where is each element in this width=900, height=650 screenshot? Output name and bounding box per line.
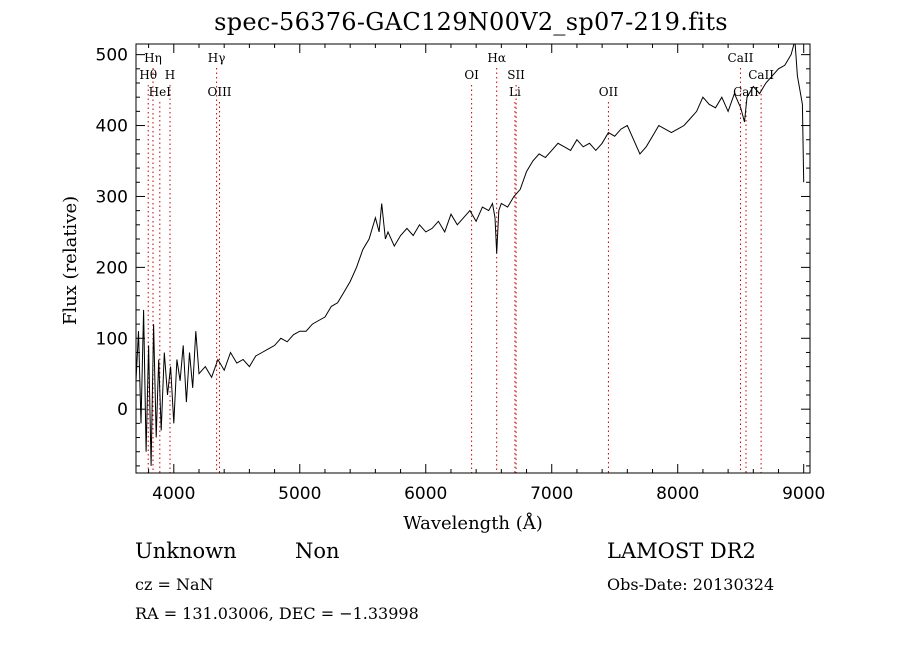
x-tick-label-3: 7000 [530, 484, 573, 504]
redshift-readout: cz = NaN [135, 575, 214, 594]
y-tick-label-1: 100 [96, 329, 128, 349]
x-tick-label-2: 6000 [404, 484, 447, 504]
observation-date: Obs-Date: 20130324 [607, 575, 775, 594]
spectrum-line [136, 44, 805, 466]
line-label-6: OI [464, 68, 479, 82]
line-label-4: Hγ [208, 51, 226, 65]
x-tick-label-1: 5000 [278, 484, 321, 504]
line-label-11: CaII [728, 51, 754, 65]
plot-frame [135, 43, 811, 474]
line-label-10: OII [599, 85, 619, 99]
object-class: Unknown [135, 539, 237, 563]
chart-title: spec-56376-GAC129N00V2_sp07-219.fits [214, 8, 728, 36]
y-axis-label: Flux (relative) [60, 196, 81, 325]
axis-labels: 4000 5000 6000 7000 8000 9000 0 100 200 300 400 500… [60, 46, 825, 534]
line-label-0: Hη [144, 51, 162, 65]
line-label-3: HeI [149, 85, 172, 99]
line-label-8: SII [507, 68, 525, 82]
object-subclass: Non [295, 539, 340, 563]
y-tick-label-0: 0 [117, 400, 128, 420]
line-label-1: Hθ [139, 68, 157, 82]
coordinates-readout: RA = 131.03006, DEC = −1.33998 [135, 604, 419, 623]
y-tick-label-5: 500 [96, 46, 128, 66]
line-label-5: OIII [207, 85, 231, 99]
x-tick-label-4: 8000 [656, 484, 699, 504]
line-label-9: Li [509, 85, 521, 99]
line-label-7: Hα [487, 51, 506, 65]
y-tick-label-2: 200 [96, 258, 128, 278]
y-tick-label-4: 400 [96, 117, 128, 137]
line-label-13: CaII [733, 85, 759, 99]
survey-name: LAMOST DR2 [607, 539, 756, 563]
spectrum-series [136, 44, 805, 466]
plot-axes [135, 43, 811, 474]
line-label-12: CaII [748, 68, 774, 82]
x-tick-label-0: 4000 [152, 484, 195, 504]
line-label-2: H [165, 68, 175, 82]
y-tick-label-3: 300 [96, 187, 128, 207]
x-axis-label: Wavelength (Å) [403, 512, 543, 534]
x-tick-label-5: 9000 [782, 484, 825, 504]
